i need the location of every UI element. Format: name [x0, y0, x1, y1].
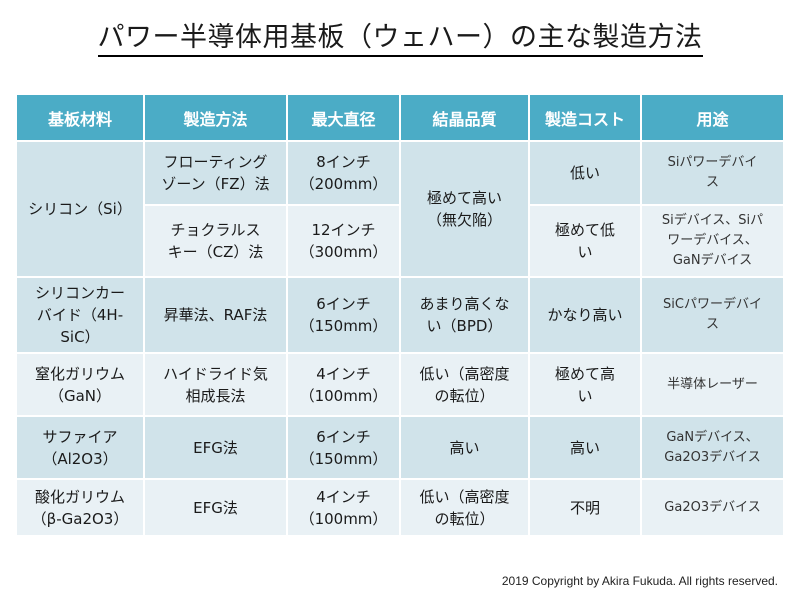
cell-method: 昇華法、RAF法 [143, 276, 288, 354]
cell-material: サファイア （Al2O3） [15, 415, 145, 480]
header-quality: 結晶品質 [399, 93, 530, 142]
cell-quality: あまり高くな い（BPD） [399, 276, 530, 354]
table-row: シリコン（Si） フローティング ゾーン（FZ）法 8インチ （200mm） 極… [15, 140, 785, 278]
table-row: サファイア （Al2O3） EFG法 6インチ （150mm） 高い 高い Ga… [15, 415, 785, 480]
header-cost: 製造コスト [528, 93, 642, 142]
cell-use: Siパワーデバイ ス [640, 140, 785, 206]
cell-use: 半導体レーザー [640, 352, 785, 417]
cell-diameter: 12インチ （300mm） [286, 204, 401, 278]
cell-quality-si: 極めて高い （無欠陥） [399, 140, 530, 278]
cell-material: シリコンカー バイド（4H- SiC） [15, 276, 145, 354]
cell-cost: 極めて高 い [528, 352, 642, 417]
cell-quality: 低い（高密度 の転位） [399, 478, 530, 537]
cell-use: Siデバイス、Siパ ワーデバイス、 GaNデバイス [640, 204, 785, 278]
cell-use: GaNデバイス、 Ga2O3デバイス [640, 415, 785, 480]
cell-quality: 高い [399, 415, 530, 480]
cell-diameter: 6インチ （150mm） [286, 415, 401, 480]
page-title: パワー半導体用基板（ウェハー）の主な製造方法 [0, 20, 800, 57]
page-title-text: パワー半導体用基板（ウェハー）の主な製造方法 [97, 22, 703, 57]
cell-cost: 高い [528, 415, 642, 480]
cell-method: チョクラルス キー（CZ）法 [143, 204, 288, 278]
cell-diameter: 6インチ （150mm） [286, 276, 401, 354]
cell-method: フローティング ゾーン（FZ）法 [143, 140, 288, 206]
cell-diameter: 8インチ （200mm） [286, 140, 401, 206]
cell-cost: かなり高い [528, 276, 642, 354]
header-method: 製造方法 [143, 93, 288, 142]
cell-material-si: シリコン（Si） [15, 140, 145, 278]
cell-cost: 低い [528, 140, 642, 206]
cell-material: 酸化ガリウム （β-Ga2O3） [15, 478, 145, 537]
cell-diameter: 4インチ （100mm） [286, 352, 401, 417]
copyright-notice: 2019 Copyright by Akira Fukuda. All righ… [501, 574, 778, 588]
cell-cost: 極めて低 い [528, 204, 642, 278]
cell-diameter: 4インチ （100mm） [286, 478, 401, 537]
wafer-methods-table: 基板材料 製造方法 最大直径 結晶品質 製造コスト 用途 シリコン（Si） フロ… [15, 93, 785, 537]
cell-material: 窒化ガリウム （GaN） [15, 352, 145, 417]
cell-method: EFG法 [143, 478, 288, 537]
cell-use: Ga2O3デバイス [640, 478, 785, 537]
cell-method: ハイドライド気 相成長法 [143, 352, 288, 417]
table-row: 酸化ガリウム （β-Ga2O3） EFG法 4インチ （100mm） 低い（高密… [15, 478, 785, 537]
header-diameter: 最大直径 [286, 93, 401, 142]
cell-cost: 不明 [528, 478, 642, 537]
header-material: 基板材料 [15, 93, 145, 142]
table-row: チョクラルス キー（CZ）法 12インチ （300mm） 極めて低 い Siデバ… [16, 204, 785, 278]
cell-method: EFG法 [143, 415, 288, 480]
cell-use: SiCパワーデバイ ス [640, 276, 785, 354]
header-use: 用途 [640, 93, 785, 142]
table-row: シリコンカー バイド（4H- SiC） 昇華法、RAF法 6インチ （150mm… [15, 276, 785, 354]
table-header-row: 基板材料 製造方法 最大直径 結晶品質 製造コスト 用途 [15, 93, 785, 142]
table-row: 窒化ガリウム （GaN） ハイドライド気 相成長法 4インチ （100mm） 低… [15, 352, 785, 417]
cell-quality: 低い（高密度 の転位） [399, 352, 530, 417]
